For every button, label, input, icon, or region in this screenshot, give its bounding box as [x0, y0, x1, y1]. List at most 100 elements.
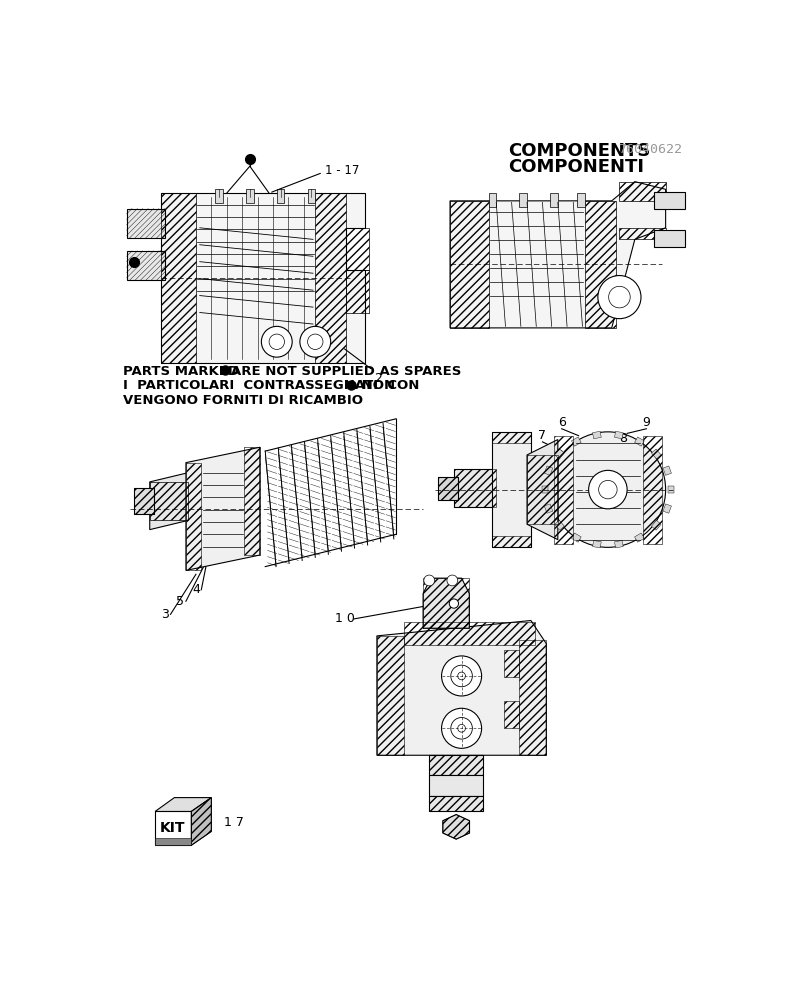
Bar	[633, 533, 644, 542]
Bar	[453, 469, 496, 507]
Bar	[584, 201, 615, 328]
Polygon shape	[155, 811, 191, 845]
Text: COMPONENTS: COMPONENTS	[507, 142, 650, 160]
Bar	[541, 486, 547, 493]
Bar	[553, 436, 573, 544]
Bar	[543, 504, 552, 513]
Bar	[571, 533, 581, 542]
Bar	[667, 486, 673, 493]
Text: 2: 2	[374, 372, 382, 385]
Bar	[488, 193, 496, 207]
Bar	[429, 774, 483, 796]
Bar	[550, 193, 557, 207]
Bar	[663, 466, 671, 475]
Bar	[554, 449, 564, 459]
Bar	[554, 520, 564, 530]
Circle shape	[446, 575, 457, 586]
Text: 5: 5	[176, 595, 184, 608]
Bar	[429, 796, 483, 811]
Bar	[161, 193, 195, 363]
Text: 1 7: 1 7	[224, 816, 244, 829]
Polygon shape	[155, 838, 191, 845]
Text: 8: 8	[619, 432, 627, 445]
Bar	[429, 796, 483, 811]
Bar	[650, 520, 660, 530]
Bar	[429, 755, 483, 774]
Bar	[376, 636, 403, 755]
Polygon shape	[376, 620, 546, 755]
Bar	[186, 463, 201, 570]
Bar	[127, 193, 388, 363]
Bar	[491, 536, 530, 547]
Bar	[127, 209, 165, 238]
Bar	[614, 540, 622, 548]
Polygon shape	[149, 473, 188, 530]
Bar	[504, 701, 519, 728]
Bar	[345, 270, 369, 312]
Circle shape	[423, 575, 434, 586]
Polygon shape	[155, 798, 211, 811]
Bar	[453, 469, 496, 507]
Bar	[519, 193, 526, 207]
Bar	[504, 650, 519, 677]
Bar	[650, 449, 660, 459]
Polygon shape	[526, 440, 557, 540]
Text: 9: 9	[642, 416, 650, 429]
Bar	[526, 455, 557, 524]
Bar	[403, 622, 534, 645]
Circle shape	[448, 599, 458, 608]
Bar	[491, 432, 530, 443]
Bar	[134, 488, 153, 514]
Polygon shape	[442, 815, 469, 839]
Circle shape	[441, 708, 481, 748]
Bar	[663, 504, 671, 513]
Circle shape	[441, 656, 481, 696]
Text: VENGONO FORNITI DI RICAMBIO: VENGONO FORNITI DI RICAMBIO	[122, 394, 363, 407]
Text: 6: 6	[557, 416, 565, 429]
Polygon shape	[423, 578, 469, 628]
Text: 7: 7	[538, 429, 546, 442]
Bar	[438, 477, 457, 500]
Text: 1 - 17: 1 - 17	[325, 164, 359, 177]
Bar	[519, 640, 546, 755]
Bar	[307, 189, 315, 203]
Circle shape	[597, 276, 640, 319]
Circle shape	[588, 470, 626, 509]
Bar	[277, 189, 284, 203]
Text: ARE NOT SUPPLIED AS SPARES: ARE NOT SUPPLIED AS SPARES	[230, 365, 461, 378]
Circle shape	[550, 432, 665, 547]
Bar	[215, 189, 222, 203]
Text: 3: 3	[161, 608, 169, 621]
Circle shape	[299, 326, 330, 357]
Bar	[127, 251, 165, 280]
Circle shape	[261, 326, 292, 357]
Bar	[246, 189, 253, 203]
Bar	[345, 228, 369, 270]
Polygon shape	[191, 798, 211, 845]
Text: 4: 4	[191, 583, 200, 596]
Polygon shape	[161, 193, 365, 363]
Bar	[543, 466, 552, 475]
Text: COMPONENTI: COMPONENTI	[507, 158, 643, 176]
Bar	[571, 437, 581, 446]
Bar	[423, 578, 469, 628]
Bar	[315, 193, 345, 363]
Polygon shape	[449, 182, 665, 328]
Bar	[619, 228, 665, 239]
Text: NON: NON	[356, 379, 394, 392]
Bar	[244, 447, 260, 555]
Text: KIT: KIT	[160, 821, 186, 835]
Bar	[577, 193, 584, 207]
Polygon shape	[186, 447, 260, 570]
Bar	[449, 201, 488, 328]
Bar	[619, 182, 665, 201]
Text: 1 0: 1 0	[334, 612, 354, 625]
Bar	[654, 192, 684, 209]
Bar	[438, 477, 457, 500]
Bar	[654, 230, 684, 247]
Text: 76040622: 76040622	[617, 143, 681, 156]
Bar	[633, 437, 644, 446]
Bar	[592, 431, 600, 439]
Bar	[642, 436, 661, 544]
Bar	[614, 431, 622, 439]
